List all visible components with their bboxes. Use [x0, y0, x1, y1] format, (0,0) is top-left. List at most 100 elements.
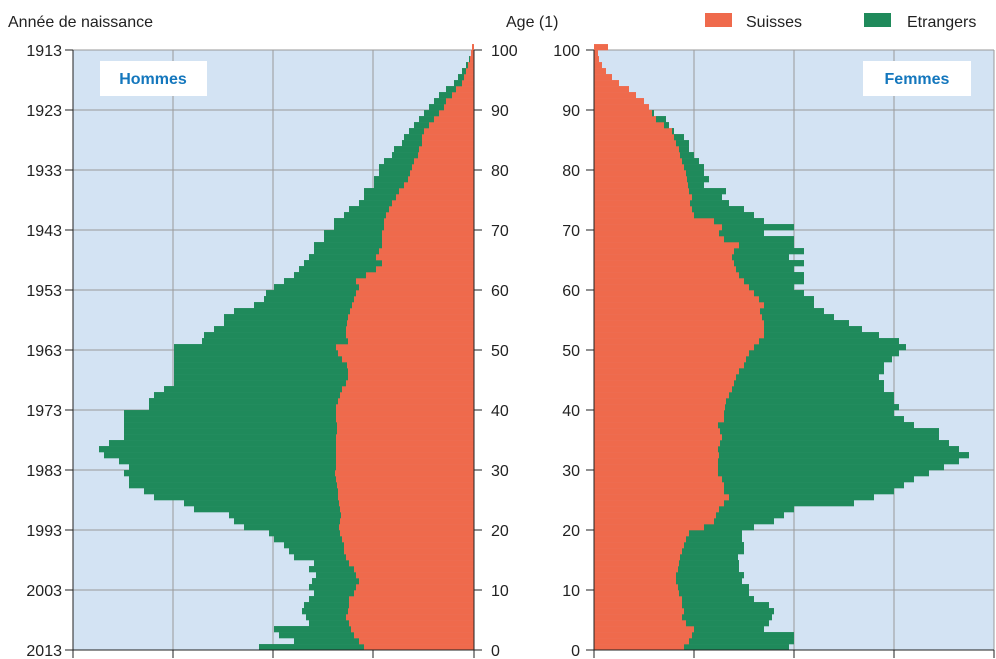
- bar-femmes-suisses: [594, 116, 656, 123]
- bar-hommes-suisses: [346, 554, 474, 561]
- bar-hommes-etrangers: [224, 320, 347, 327]
- bar-hommes-suisses: [412, 164, 474, 171]
- bar-femmes-suisses: [594, 62, 602, 69]
- bar-hommes-suisses: [366, 272, 474, 279]
- bar-femmes-suisses: [594, 260, 734, 267]
- bar-hommes-etrangers: [109, 440, 336, 447]
- bar-hommes-etrangers: [149, 404, 336, 411]
- bar-hommes-etrangers: [174, 380, 346, 387]
- bar-femmes-etrangers: [736, 266, 794, 273]
- bar-femmes-suisses: [594, 572, 676, 579]
- bar-hommes-etrangers: [374, 182, 404, 189]
- bar-femmes-suisses: [594, 644, 684, 651]
- bar-hommes-suisses: [336, 404, 474, 411]
- bar-femmes-etrangers: [749, 284, 794, 291]
- bar-hommes-suisses: [336, 476, 474, 483]
- bar-hommes-suisses: [418, 152, 474, 159]
- bar-hommes-etrangers: [279, 632, 354, 639]
- bar-femmes-etrangers: [676, 140, 689, 147]
- bar-femmes-etrangers: [689, 638, 794, 645]
- bar-hommes-etrangers: [364, 188, 399, 195]
- bar-femmes-etrangers: [749, 350, 899, 357]
- bar-femmes-etrangers: [729, 494, 874, 501]
- bar-hommes-suisses: [382, 260, 474, 267]
- bar-femmes-suisses: [594, 368, 739, 375]
- bar-femmes-suisses: [594, 302, 764, 309]
- bar-hommes-suisses: [338, 494, 474, 501]
- bar-femmes-suisses: [594, 386, 732, 393]
- bar-hommes-etrangers: [284, 278, 356, 285]
- bar-femmes-suisses: [594, 290, 754, 297]
- bar-femmes-etrangers: [720, 440, 949, 447]
- year-tick-label: 1923: [26, 103, 62, 120]
- bar-hommes-etrangers: [309, 596, 349, 603]
- bar-hommes-suisses: [379, 248, 474, 255]
- bar-femmes-etrangers: [680, 152, 694, 159]
- bar-hommes-suisses: [339, 524, 474, 531]
- bar-femmes-suisses: [594, 122, 664, 129]
- bar-hommes-suisses: [399, 188, 474, 195]
- bar-femmes-suisses: [594, 182, 688, 189]
- bar-femmes-etrangers: [719, 452, 969, 459]
- bar-femmes-etrangers: [684, 644, 789, 651]
- bar-hommes-etrangers: [316, 572, 356, 579]
- bar-hommes-suisses: [470, 56, 474, 63]
- age-tick-label-right: 20: [562, 523, 580, 540]
- bar-hommes-suisses: [392, 200, 474, 207]
- bar-hommes-suisses: [348, 314, 474, 321]
- bar-femmes-suisses: [594, 578, 676, 585]
- bar-femmes-suisses: [594, 254, 732, 261]
- bar-femmes-etrangers: [729, 392, 894, 399]
- age-tick-label-right: 50: [562, 343, 580, 360]
- bar-hommes-suisses: [337, 422, 474, 429]
- bar-femmes-etrangers: [684, 164, 704, 171]
- bar-hommes-etrangers: [229, 512, 341, 519]
- bar-femmes-suisses: [594, 530, 689, 537]
- bar-femmes-suisses: [594, 500, 724, 507]
- bar-hommes-suisses: [348, 368, 474, 375]
- bar-femmes-etrangers: [652, 110, 654, 117]
- bar-hommes-etrangers: [234, 518, 340, 525]
- bar-hommes-etrangers: [334, 224, 384, 231]
- bar-femmes-suisses: [594, 440, 720, 447]
- bar-hommes-etrangers: [394, 146, 419, 153]
- bar-femmes-etrangers: [725, 404, 899, 411]
- bar-femmes-suisses: [594, 470, 718, 477]
- bar-hommes-suisses: [466, 68, 474, 75]
- bar-hommes-suisses: [337, 428, 474, 435]
- bar-hommes-suisses: [404, 182, 474, 189]
- bar-hommes-suisses: [472, 44, 474, 51]
- femmes-bars: [594, 44, 969, 651]
- bar-femmes-etrangers: [690, 200, 729, 207]
- age-tick-label-center: 100: [491, 43, 518, 60]
- bar-femmes-suisses: [594, 278, 744, 285]
- bar-femmes-etrangers: [718, 422, 914, 429]
- bar-hommes-etrangers: [314, 242, 382, 249]
- bar-femmes-etrangers: [672, 128, 674, 135]
- bar-femmes-suisses: [594, 218, 714, 225]
- bar-hommes-etrangers: [202, 338, 348, 345]
- bar-femmes-etrangers: [718, 446, 959, 453]
- bar-femmes-etrangers: [734, 260, 804, 267]
- bar-femmes-etrangers: [714, 218, 764, 225]
- bar-hommes-suisses: [336, 458, 474, 465]
- bar-hommes-suisses: [349, 596, 474, 603]
- bar-femmes-suisses: [594, 272, 739, 279]
- bar-hommes-etrangers: [129, 482, 337, 489]
- bar-femmes-suisses: [594, 350, 749, 357]
- bar-hommes-suisses: [359, 284, 474, 291]
- bar-femmes-etrangers: [664, 122, 669, 129]
- bar-hommes-etrangers: [324, 236, 382, 243]
- bar-hommes-etrangers: [334, 218, 384, 225]
- bar-hommes-etrangers: [294, 272, 366, 279]
- bar-femmes-etrangers: [704, 524, 754, 531]
- bar-hommes-suisses: [348, 608, 474, 615]
- bar-hommes-suisses: [349, 602, 474, 609]
- bar-femmes-suisses: [594, 50, 598, 57]
- bar-hommes-etrangers: [374, 176, 408, 183]
- bar-femmes-suisses: [594, 236, 724, 243]
- age-tick-label-center: 10: [491, 583, 509, 600]
- bar-hommes-etrangers: [174, 368, 348, 375]
- bar-femmes-suisses: [594, 428, 720, 435]
- bar-hommes-etrangers: [299, 266, 376, 273]
